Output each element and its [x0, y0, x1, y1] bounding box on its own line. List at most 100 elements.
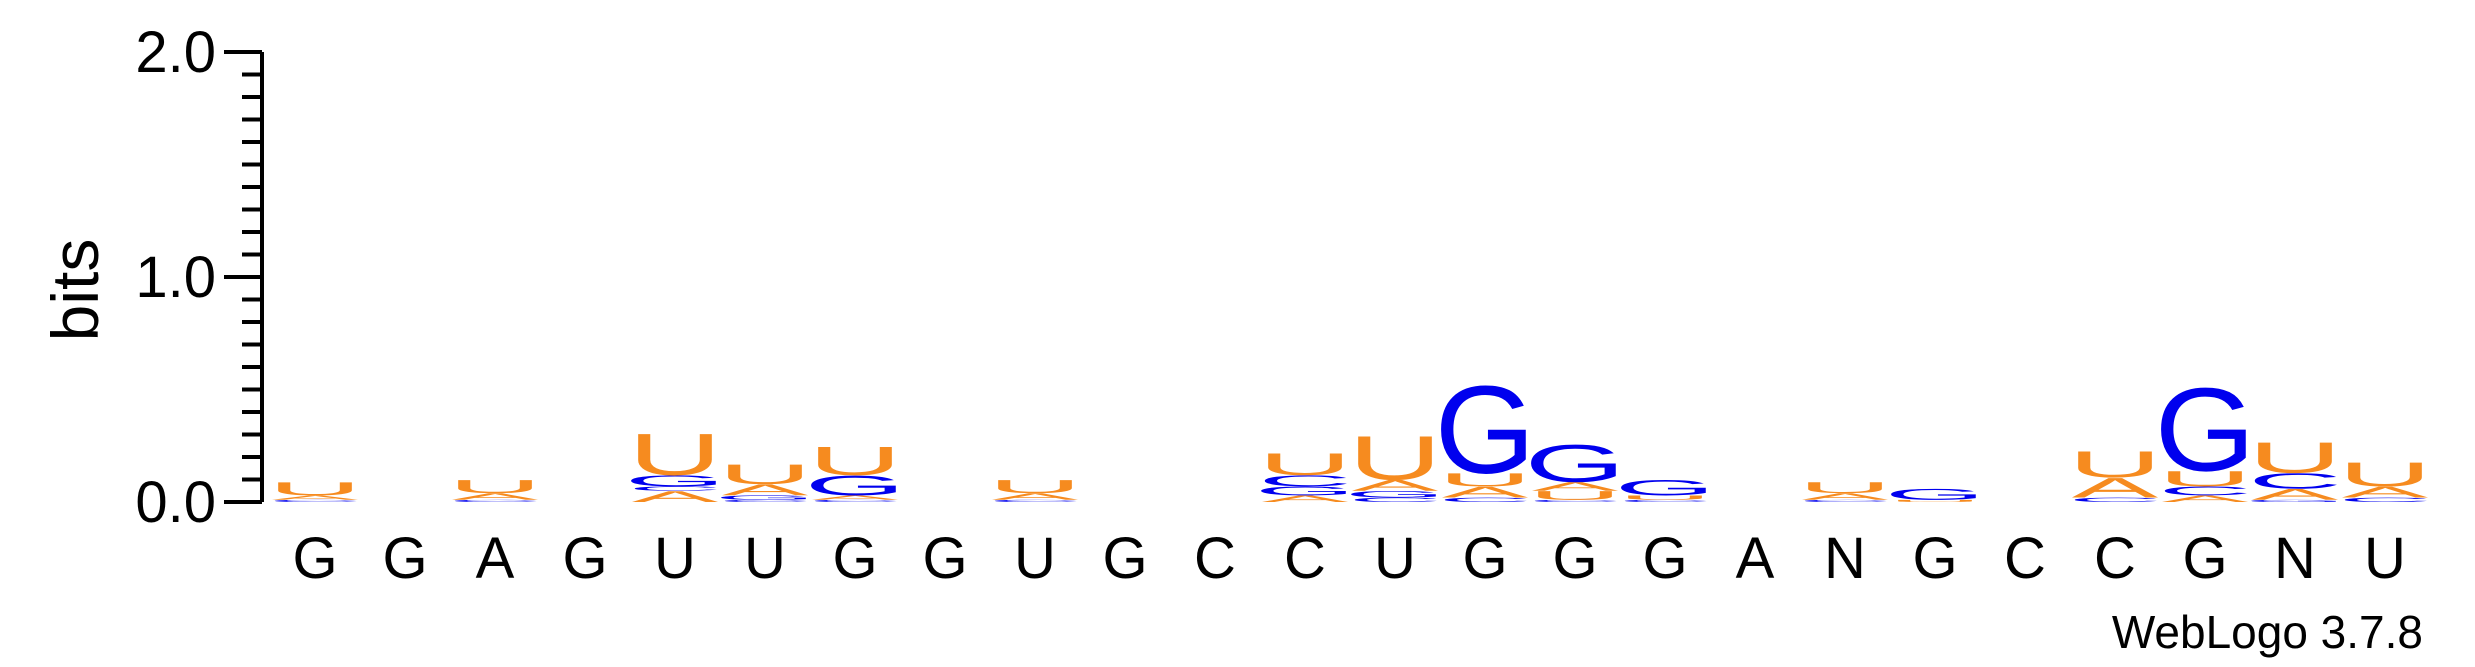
logo-glyph-g: G	[805, 470, 906, 501]
y-tick-label: 0.0	[135, 470, 216, 535]
logo-glyph-a: A	[1262, 494, 1349, 504]
logo-glyph-u: U	[628, 422, 722, 488]
logo-glyph-u: U	[1618, 494, 1712, 501]
logo-glyph-a: A	[2072, 472, 2159, 503]
logo-glyph-c: C	[1528, 499, 1622, 502]
x-position-label: A	[1736, 526, 1775, 591]
logo-glyph-u: U	[2338, 455, 2432, 493]
logo-glyph-a: A	[1532, 479, 1619, 493]
logo-glyph-g: G	[2245, 499, 2346, 502]
logo-glyph-u: U	[988, 476, 1082, 497]
x-position-label: G	[1912, 526, 1957, 591]
logo-glyph-a: A	[1802, 491, 1889, 501]
logo-glyph-u: U	[718, 459, 812, 490]
logo-glyph-c: C	[628, 485, 722, 492]
logo-glyph-u: U	[2158, 466, 2252, 490]
weblogo-credit: WebLogo 3.7.8	[2112, 606, 2423, 658]
logo-glyph-g: G	[1525, 434, 1626, 493]
logo-glyph-c: C	[808, 499, 902, 502]
x-position-label: C	[2094, 526, 2136, 591]
x-position-label: G	[1642, 526, 1687, 591]
x-position-label: A	[476, 526, 515, 591]
x-position-label: U	[654, 526, 696, 591]
logo-stack: CAU	[1798, 479, 1892, 503]
logo-glyph-c: C	[988, 499, 1082, 502]
x-position-label: G	[562, 526, 607, 591]
logo-glyph-c: C	[1258, 472, 1352, 490]
logo-glyph-a: A	[722, 481, 809, 499]
logo-stack: CAU	[448, 476, 542, 503]
logo-stack: UG	[1885, 486, 1986, 504]
x-position-label: C	[2004, 526, 2046, 591]
logo-glyph-g: G	[1435, 360, 1536, 499]
y-tick-label: 1.0	[135, 245, 216, 310]
x-position-label: C	[1194, 526, 1236, 591]
x-position-label: U	[1014, 526, 1056, 591]
logo-glyph-a: A	[2252, 486, 2339, 504]
logo-glyph-a: A	[2162, 494, 2249, 504]
logo-glyph-a: A	[1442, 483, 1529, 501]
logo-glyph-c: C	[2068, 496, 2162, 503]
logo-glyph-u: U	[268, 478, 362, 499]
x-position-label: G	[292, 526, 337, 591]
logo-glyph-g: G	[1345, 489, 1446, 499]
logo-glyph-c: C	[1798, 499, 1892, 502]
logo-glyph-u: U	[2248, 433, 2342, 482]
logo-glyph-a: A	[2342, 483, 2429, 501]
x-position-label: U	[2364, 526, 2406, 591]
x-position-label: G	[1102, 526, 1147, 591]
y-tick-label: 2.0	[135, 20, 216, 85]
x-position-label: G	[1552, 526, 1597, 591]
logo-glyph-c: C	[1438, 496, 1532, 503]
logo-glyph-c: C	[268, 499, 362, 502]
logo-glyph-g: G	[2155, 364, 2256, 497]
logo-glyph-u: U	[1528, 488, 1622, 502]
logo-glyph-c: C	[1618, 499, 1712, 502]
logo-glyph-g: G	[1615, 475, 1716, 499]
logo-glyph-u: U	[1438, 469, 1532, 490]
logo-glyph-c: C	[448, 499, 542, 502]
x-position-label: G	[2182, 526, 2227, 591]
logo-glyph-u: U	[1798, 479, 1892, 497]
logo-glyph-u: U	[1348, 423, 1442, 493]
logo-glyph-g: G	[625, 472, 726, 490]
logo-glyph-g: G	[1885, 486, 1986, 504]
logo-glyph-u: U	[448, 476, 542, 497]
logo-glyph-c: C	[2248, 469, 2342, 493]
logo-glyph-c: C	[2158, 484, 2252, 498]
logo-stack: CAU	[268, 478, 362, 502]
x-position-label: G	[1462, 526, 1507, 591]
x-position-label: N	[1824, 526, 1866, 591]
x-position-label: N	[2274, 526, 2316, 591]
logo-stack: CAU	[2068, 444, 2162, 504]
y-axis: 0.0 1.0 2.0	[135, 20, 264, 535]
x-position-label: G	[382, 526, 427, 591]
x-position-label: G	[922, 526, 967, 591]
logo-stack: CUG	[1615, 475, 1716, 502]
logo-glyph-a: A	[452, 491, 539, 501]
x-position-label: U	[1374, 526, 1416, 591]
x-position-label: C	[1284, 526, 1326, 591]
logo-stack: CAU	[2338, 455, 2432, 503]
x-position-label: U	[744, 526, 786, 591]
y-axis-title: bits	[38, 239, 112, 342]
logo-glyph-g: G	[1255, 484, 1356, 498]
logo-glyph-a: A	[812, 494, 900, 501]
logo-glyph-a: A	[632, 488, 719, 506]
logo-glyph-u: U	[808, 439, 902, 484]
logo-stack: CAU	[988, 476, 1082, 503]
logo-glyph-c: C	[2338, 496, 2432, 503]
logo-glyph-c: C	[718, 499, 812, 502]
